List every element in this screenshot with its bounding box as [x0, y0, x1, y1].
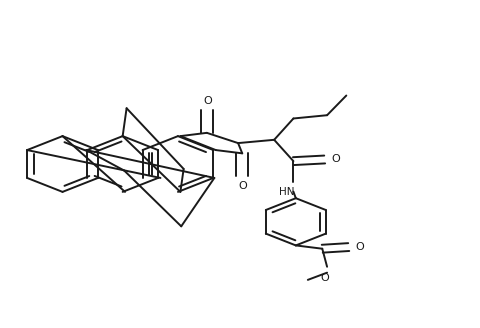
Text: HN: HN	[279, 187, 294, 197]
Text: O: O	[354, 242, 363, 252]
Text: O: O	[239, 180, 247, 191]
Text: O: O	[320, 273, 328, 283]
Text: O: O	[203, 96, 212, 106]
Text: O: O	[330, 154, 339, 164]
